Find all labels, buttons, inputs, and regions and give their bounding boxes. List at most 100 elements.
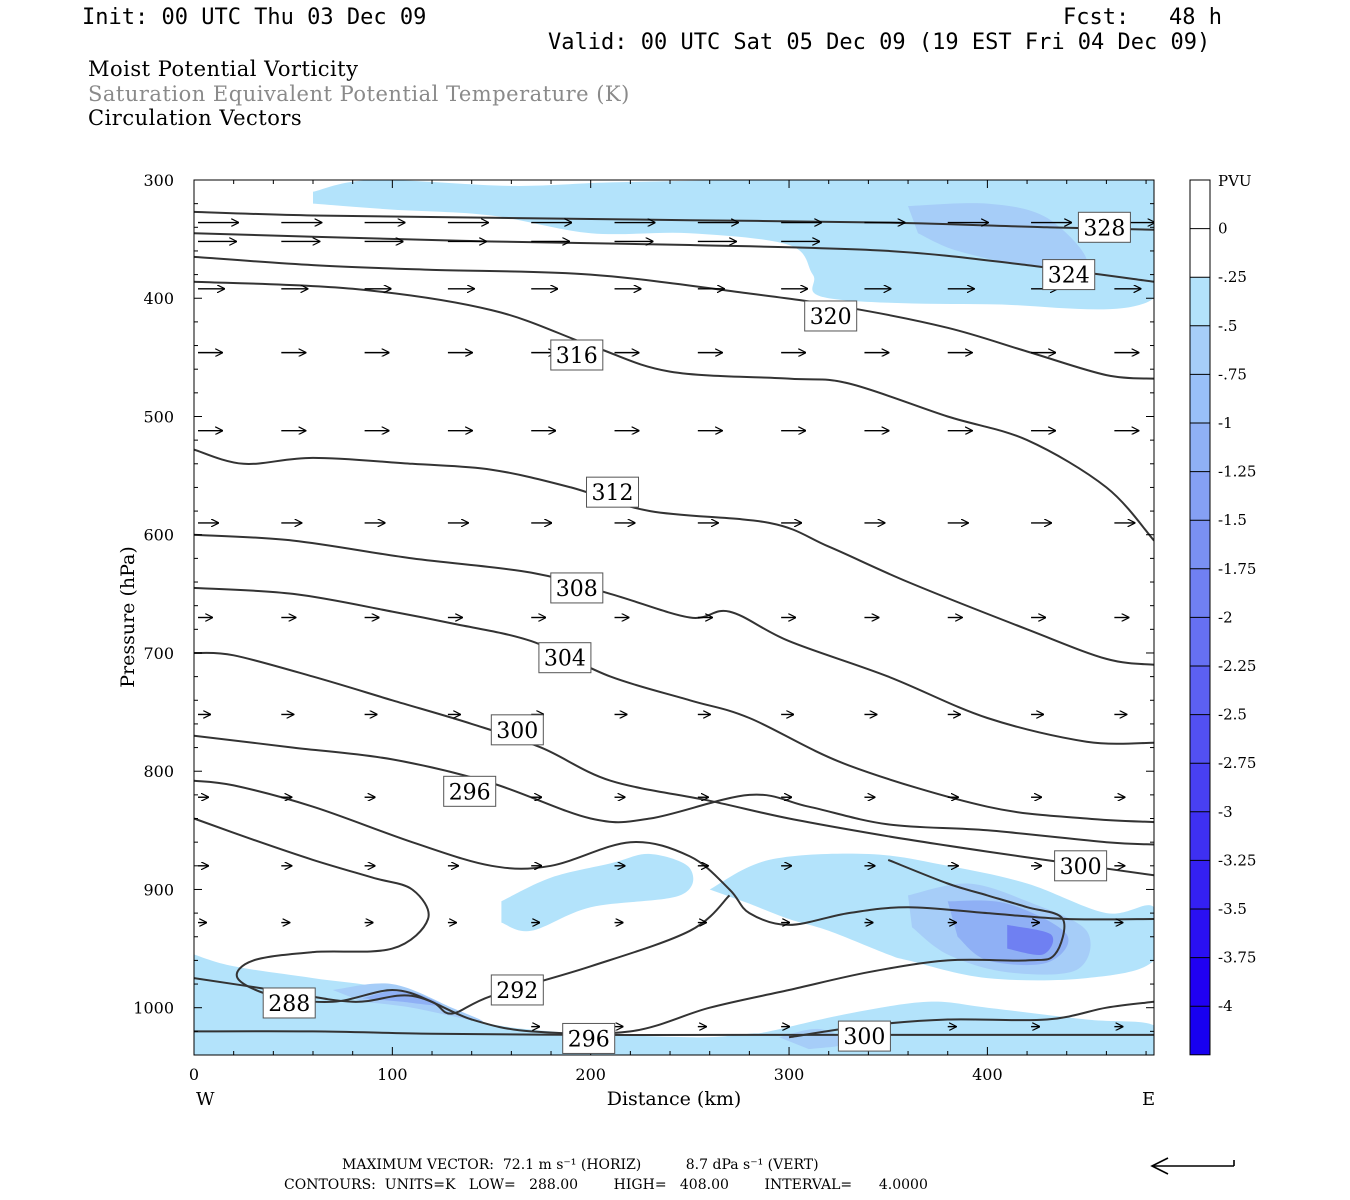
theta-es-contour xyxy=(194,210,1154,231)
contour-label-box xyxy=(586,476,640,508)
x-tick-label: 300 xyxy=(774,1065,805,1084)
colorbar-tick-label: -2.25 xyxy=(1218,657,1256,675)
colorbar-tick-label: -.5 xyxy=(1218,317,1237,335)
contour-label-box xyxy=(550,572,604,604)
colorbar-tick-label: 0 xyxy=(1218,220,1228,238)
colorbar-tick-label: -1.75 xyxy=(1218,560,1256,578)
contour-label: 296 xyxy=(449,780,491,805)
y-tick-label: 600 xyxy=(143,526,174,545)
y-tick-label: 400 xyxy=(143,289,174,308)
mpv-shade-region xyxy=(1007,924,1054,955)
colorbar-tick-label: -2 xyxy=(1218,608,1233,626)
colorbar-swatch xyxy=(1190,666,1210,715)
colorbar-swatch xyxy=(1190,617,1210,666)
colorbar-swatch xyxy=(1190,909,1210,958)
colorbar-swatch xyxy=(1190,520,1210,569)
contour-label: 300 xyxy=(496,719,538,744)
colorbar-tick-label: -3.5 xyxy=(1218,900,1247,918)
theta-es-contour xyxy=(194,232,1154,283)
x-end-label-east: E xyxy=(1142,1089,1155,1110)
contour-label: 304 xyxy=(544,647,586,672)
contour-label: 292 xyxy=(496,979,538,1004)
plot-frame xyxy=(193,179,1155,1056)
contour-label-box xyxy=(1042,259,1096,291)
colorbar-swatch xyxy=(1190,471,1210,521)
contour-label-box xyxy=(837,1020,891,1052)
colorbar-swatch xyxy=(1190,860,1210,909)
contour-label-box xyxy=(490,714,544,746)
y-tick-label: 300 xyxy=(143,171,174,190)
y-tick-label: 700 xyxy=(143,644,174,663)
contour-label-box xyxy=(550,339,604,371)
theta-es-contour xyxy=(194,586,1154,824)
colorbar-swatch xyxy=(1190,811,1210,861)
theta-es-contour xyxy=(194,280,1154,542)
contour-label-box xyxy=(804,300,858,332)
y-tick-label: 500 xyxy=(143,407,174,426)
contour-label: 288 xyxy=(268,992,310,1017)
colorbar-tick-label: -2.5 xyxy=(1218,706,1247,724)
mpv-shade-region xyxy=(194,954,1154,1055)
colorbar-swatch xyxy=(1190,957,1210,1007)
contour-label-box xyxy=(1054,850,1108,882)
colorbar-tick-label: -3 xyxy=(1218,803,1233,821)
y-tick-label: 900 xyxy=(143,880,174,899)
colorbar-swatch xyxy=(1190,423,1210,472)
colorbar-swatch xyxy=(1190,1006,1210,1055)
contour-label-box xyxy=(262,987,316,1019)
x-tick-label: 0 xyxy=(189,1065,199,1084)
contour-info-note: CONTOURS: UNITS=K LOW= 288.00 HIGH= 408.… xyxy=(284,1177,928,1193)
colorbar-tick-label: -.25 xyxy=(1218,268,1247,286)
colorbar-swatch xyxy=(1190,374,1210,423)
colorbar-swatch xyxy=(1190,568,1210,618)
contour-label: 316 xyxy=(556,344,598,369)
colorbar-swatch xyxy=(1190,277,1210,326)
contour-label-box xyxy=(443,775,497,807)
colorbar-tick-label: -1.5 xyxy=(1218,511,1247,529)
x-tick-label: 200 xyxy=(575,1065,606,1084)
contour-label: 296 xyxy=(568,1027,610,1052)
contour-label-box xyxy=(1077,211,1131,243)
colorbar-tick-label: -3.75 xyxy=(1218,949,1256,967)
theta-es-contour xyxy=(194,1030,1154,1036)
forecast-hour: Fcst: 48 h xyxy=(1063,5,1222,30)
colorbar-swatch xyxy=(1190,325,1210,375)
contour-label: 324 xyxy=(1048,264,1090,289)
theta-es-contour xyxy=(194,779,1154,926)
colorbar-swatch xyxy=(1190,763,1210,812)
field-title-vectors: Circulation Vectors xyxy=(88,106,303,130)
x-tick-label: 100 xyxy=(377,1065,408,1084)
theta-es-contour xyxy=(194,651,1154,877)
contour-label-box xyxy=(562,1022,616,1054)
contour-label-box xyxy=(538,642,592,674)
theta-es-contour xyxy=(194,734,1154,846)
contour-label: 328 xyxy=(1083,216,1125,241)
contour-label: 300 xyxy=(843,1025,885,1050)
theta-es-contour xyxy=(194,858,1066,1035)
x-axis-title: Distance (km) xyxy=(607,1088,742,1110)
colorbar-swatch xyxy=(1190,180,1210,229)
colorbar-tick-label: -4 xyxy=(1218,997,1233,1015)
theta-es-contour xyxy=(194,448,1154,666)
colorbar-swatch xyxy=(1190,228,1210,278)
x-tick-label: 400 xyxy=(972,1065,1003,1084)
theta-es-contour xyxy=(194,255,1154,380)
colorbar-tick-label: -1.25 xyxy=(1218,463,1256,481)
valid-time: Valid: 00 UTC Sat 05 Dec 09 (19 EST Fri … xyxy=(548,30,1211,55)
contour-label: 300 xyxy=(1060,855,1102,880)
mpv-shade-region xyxy=(362,989,442,1006)
field-title-theta-es: Saturation Equivalent Potential Temperat… xyxy=(88,82,630,106)
contour-label: 312 xyxy=(592,481,634,506)
field-title-mpv: Moist Potential Vorticity xyxy=(88,57,359,81)
reference-vector-icon xyxy=(1150,1157,1235,1175)
contour-label-box xyxy=(490,974,544,1006)
x-end-label-west: W xyxy=(196,1089,215,1110)
colorbar-tick-label: -3.25 xyxy=(1218,851,1256,869)
colorbar-swatch xyxy=(1190,714,1210,764)
y-tick-label: 1000 xyxy=(133,999,174,1018)
colorbar-units: PVU xyxy=(1218,172,1252,190)
colorbar-tick-label: -.75 xyxy=(1218,365,1247,383)
y-tick-label: 800 xyxy=(143,762,174,781)
mpv-shade-region xyxy=(908,203,1087,268)
